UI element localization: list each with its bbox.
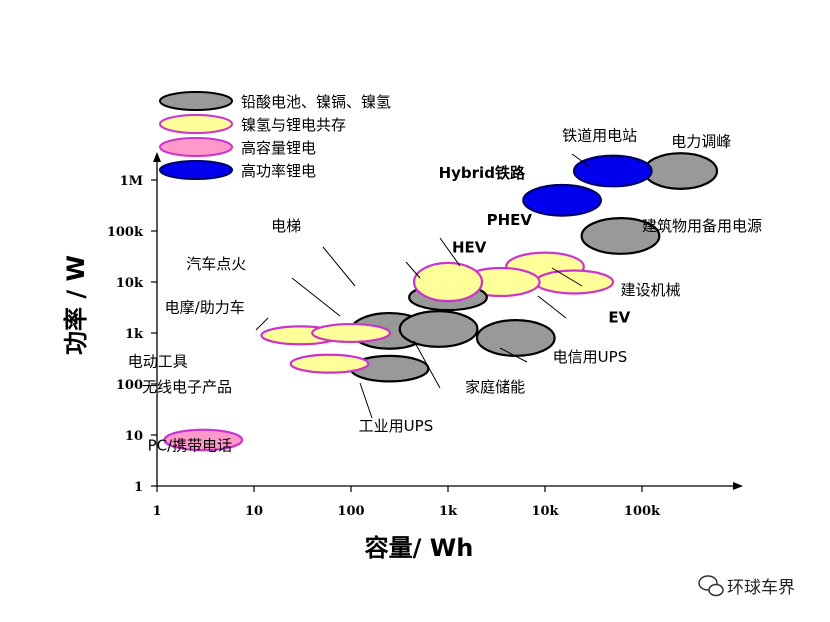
- y-tick-label: 1k: [125, 327, 144, 342]
- annotation-label: 电信用UPS: [553, 348, 628, 366]
- leader-line-railway-station: [571, 153, 591, 168]
- x-tick-label: 10: [245, 504, 263, 519]
- y-axis-arrow: [153, 152, 161, 162]
- x-tick-label: 100k: [624, 504, 661, 519]
- legend-label-li_pow: 高功率锂电: [241, 162, 316, 180]
- region-nimh_li: [412, 261, 484, 303]
- leader-line-scooter: [255, 317, 269, 331]
- y-tick-label: 100: [116, 378, 143, 393]
- legend-swatch-lead: [159, 91, 233, 111]
- annotation-label: 家庭储能: [465, 378, 525, 396]
- region-li_pow: [522, 183, 602, 217]
- watermark: 环球车界: [698, 575, 795, 598]
- x-tick-label: 10k: [531, 504, 559, 519]
- legend-label-li_cap: 高容量锂电: [241, 139, 316, 157]
- watermark-text: 环球车界: [727, 578, 795, 598]
- annotation-label: HEV: [452, 238, 487, 256]
- region-nimh_li: [311, 322, 391, 344]
- region-lead: [643, 152, 719, 190]
- annotation-label: 建筑物用备用电源: [642, 217, 762, 235]
- annotation-label: Hybrid铁路: [439, 164, 526, 182]
- leader-line-construction: [551, 267, 583, 287]
- annotation-label: 汽车点火: [186, 255, 246, 273]
- annotation-label: EV: [608, 309, 630, 327]
- annotation-label: 电摩/助力车: [165, 299, 245, 317]
- y-tick-label: 10k: [116, 276, 144, 291]
- application-regions: [163, 152, 719, 452]
- x-axis-title: 容量/ Wh: [365, 534, 474, 562]
- x-tick-label: 100: [337, 504, 364, 519]
- legend-swatch-nimh_li: [159, 114, 233, 134]
- x-axis-arrow: [733, 482, 743, 490]
- annotation-label: 工业用UPS: [359, 417, 434, 435]
- wechat-icon: [698, 575, 724, 597]
- leader-line-hev: [405, 261, 421, 279]
- axes: 1 10 100 1k 10k 100k 1 10 100 1k 10k 100k 1M 容量/ Wh 功率…: [62, 152, 743, 562]
- legend-swatch-li_cap: [159, 137, 233, 157]
- annotation-label: PHEV: [487, 211, 533, 229]
- legend-swatch-li_pow: [159, 160, 233, 180]
- annotation-label: PC/携带电话: [148, 436, 233, 454]
- leader-line-ignition: [291, 277, 341, 317]
- leader-line-phev: [439, 237, 461, 267]
- y-tick-label: 1: [134, 480, 143, 495]
- leader-lines: [255, 153, 591, 419]
- x-tick-label: 1: [152, 504, 161, 519]
- annotation-label: 电动工具: [128, 353, 188, 371]
- legend-label-lead: 铅酸电池、镍镉、镍氢: [241, 93, 391, 111]
- annotation-label: 电梯: [271, 217, 301, 235]
- region-lead: [580, 216, 661, 255]
- leader-line-home-storage: [413, 340, 441, 389]
- annotation-label: 无线电子产品: [142, 378, 232, 396]
- y-tick-label: 100k: [107, 225, 144, 240]
- annotation-label: 铁道用电站: [562, 126, 637, 144]
- region-lead: [475, 318, 556, 357]
- y-tick-label: 10: [125, 429, 143, 444]
- leader-line-ev: [537, 295, 567, 319]
- x-tick-label: 1k: [439, 504, 458, 519]
- legend-label-nimh_li: 镍氢与锂电共存: [241, 116, 346, 134]
- leader-line-telecom-ups: [499, 347, 528, 363]
- region-nimh_li: [534, 269, 615, 295]
- leader-line-industrial-ups: [359, 382, 373, 419]
- annotation-label: 建设机械: [620, 281, 680, 299]
- region-li_cap: [163, 428, 244, 452]
- region-lead: [398, 310, 479, 348]
- leader-line-elevator: [322, 246, 356, 287]
- annotation-label: 电力调峰: [671, 133, 731, 151]
- y-tick-label: 1M: [120, 174, 143, 189]
- region-li_pow: [572, 154, 653, 188]
- y-axis-title: 功率 / W: [62, 255, 90, 355]
- region-nimh_li: [289, 353, 370, 374]
